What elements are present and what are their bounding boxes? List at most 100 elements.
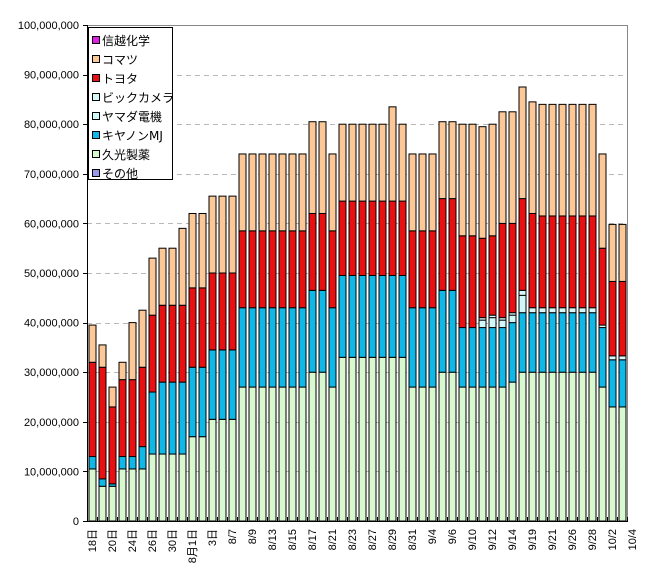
bar-segment-ビックカメラ (528, 307, 537, 314)
bar-segment-コマツ (618, 223, 627, 282)
x-tick-label: 9/12 (487, 529, 499, 550)
bar-segment-トヨタ (428, 230, 437, 309)
bar-segment-久光製薬 (358, 356, 367, 522)
x-tick-label: 10/2 (607, 529, 619, 550)
bar-segment-キヤノンMJ (308, 289, 317, 373)
bar-segment-コマツ (228, 195, 237, 274)
bar-segment-久光製薬 (198, 436, 207, 522)
bar-segment-コマツ (288, 153, 297, 232)
bar-segment-キヤノンMJ (298, 307, 307, 388)
bar-segment-コマツ (298, 153, 307, 232)
bar-segment-久光製薬 (218, 418, 227, 522)
bar-segment-久光製薬 (428, 386, 437, 522)
bar-segment-トヨタ (298, 230, 307, 309)
bar-segment-キヤノンMJ (288, 307, 297, 388)
legend-swatch (92, 93, 100, 101)
bar-segment-キヤノンMJ (608, 359, 617, 408)
bar-segment-キヤノンMJ (578, 312, 587, 373)
bar-segment-キヤノンMJ (458, 327, 467, 388)
legend-label: コマツ (102, 53, 138, 67)
bar-segment-コマツ (368, 123, 377, 202)
bar-segment-トヨタ (338, 200, 347, 276)
bar-segment-キヤノンMJ (448, 289, 457, 373)
bar-segment-久光製薬 (348, 356, 357, 522)
bar-segment-コマツ (448, 121, 457, 200)
x-tick-label: 8/27 (367, 529, 379, 550)
bar-segment-コマツ (158, 247, 167, 306)
bar-segment-トヨタ (438, 198, 447, 291)
bar-segment-トヨタ (138, 366, 147, 448)
bar-segment-ビックカメラ (538, 307, 547, 314)
bar-segment-トヨタ (528, 212, 537, 309)
bar-segment-コマツ (408, 153, 417, 232)
bar-segment-久光製薬 (558, 371, 567, 522)
bar-segment-キヤノンMJ (378, 274, 387, 358)
bar-segment-トヨタ (598, 247, 607, 326)
x-tick-label: 18日 (87, 529, 99, 552)
bar-segment-キヤノンMJ (118, 456, 127, 470)
bar-segment-トヨタ (458, 235, 467, 329)
bar-segment-久光製薬 (308, 371, 317, 522)
bar-segment-コマツ (518, 86, 527, 200)
bar-segment-トヨタ (498, 222, 507, 319)
axes (87, 25, 628, 522)
bar-segment-キヤノンMJ (258, 307, 267, 388)
bar-segment-キヤノンMJ (428, 307, 437, 388)
bar-segment-トヨタ (358, 200, 367, 276)
bar-segment-久光製薬 (458, 386, 467, 522)
bar-segment-コマツ (578, 103, 587, 217)
legend-swatch (92, 131, 100, 139)
legend-label: 信越化学 (102, 33, 150, 48)
bar-segment-キヤノンMJ (538, 312, 547, 373)
x-tick-label: 8/15 (287, 529, 299, 550)
bar-segment-久光製薬 (548, 371, 557, 522)
x-tick-label: 24日 (127, 529, 139, 552)
bar-segment-コマツ (328, 153, 337, 232)
bar-segment-トヨタ (618, 280, 627, 357)
bar-segment-キヤノンMJ (148, 391, 157, 455)
bar-segment-トヨタ (538, 215, 547, 309)
bar-segment-コマツ (198, 212, 207, 289)
bar-segment-トヨタ (378, 200, 387, 276)
bar-segment-トヨタ (268, 230, 277, 309)
bar-segment-コマツ (148, 257, 157, 316)
bar-segment-トヨタ (128, 379, 137, 458)
bar-segment-コマツ (608, 223, 617, 282)
bar-segment-コマツ (108, 386, 117, 408)
y-tick-label: 90,000,000 (24, 70, 79, 82)
bar-segment-トヨタ (558, 215, 567, 309)
bar-segment-コマツ (358, 123, 367, 202)
gridlines (87, 25, 628, 521)
bar-segment-久光製薬 (88, 468, 97, 522)
bar-segment-トヨタ (478, 237, 487, 319)
x-tick-label: 8/17 (307, 529, 319, 550)
bar-segment-トヨタ (568, 215, 577, 309)
x-tick-label: 8/31 (407, 529, 419, 550)
bar-segment-久光製薬 (268, 386, 277, 522)
bar-segment-久光製薬 (588, 371, 597, 522)
bar-segment-久光製薬 (298, 386, 307, 522)
x-tick-label: 8/9 (247, 529, 259, 544)
bar-segment-コマツ (208, 195, 217, 274)
x-tick-label: 8月1日 (187, 529, 199, 563)
x-tick-label: 9/6 (447, 529, 459, 544)
bar-segment-トヨタ (548, 215, 557, 309)
bar-segment-コマツ (568, 103, 577, 217)
bar-segment-ビックカメラ (578, 307, 587, 314)
bar-segment-コマツ (348, 123, 357, 202)
bar-segment-久光製薬 (208, 418, 217, 522)
x-tick-label: 9/14 (507, 529, 519, 550)
bar-segment-キヤノンMJ (398, 274, 407, 358)
bar-segment-コマツ (458, 123, 467, 237)
bars (88, 86, 627, 522)
bar-segment-コマツ (488, 123, 497, 237)
bar-segment-コマツ (468, 123, 477, 237)
bar-segment-久光製薬 (98, 485, 107, 522)
legend-swatch (92, 150, 100, 158)
bar-segment-久光製薬 (418, 386, 427, 522)
bar-segment-トヨタ (608, 280, 617, 357)
bar-segment-コマツ (548, 103, 557, 217)
bar-segment-ビックカメラ (548, 307, 557, 314)
bar-segment-トヨタ (418, 230, 427, 309)
